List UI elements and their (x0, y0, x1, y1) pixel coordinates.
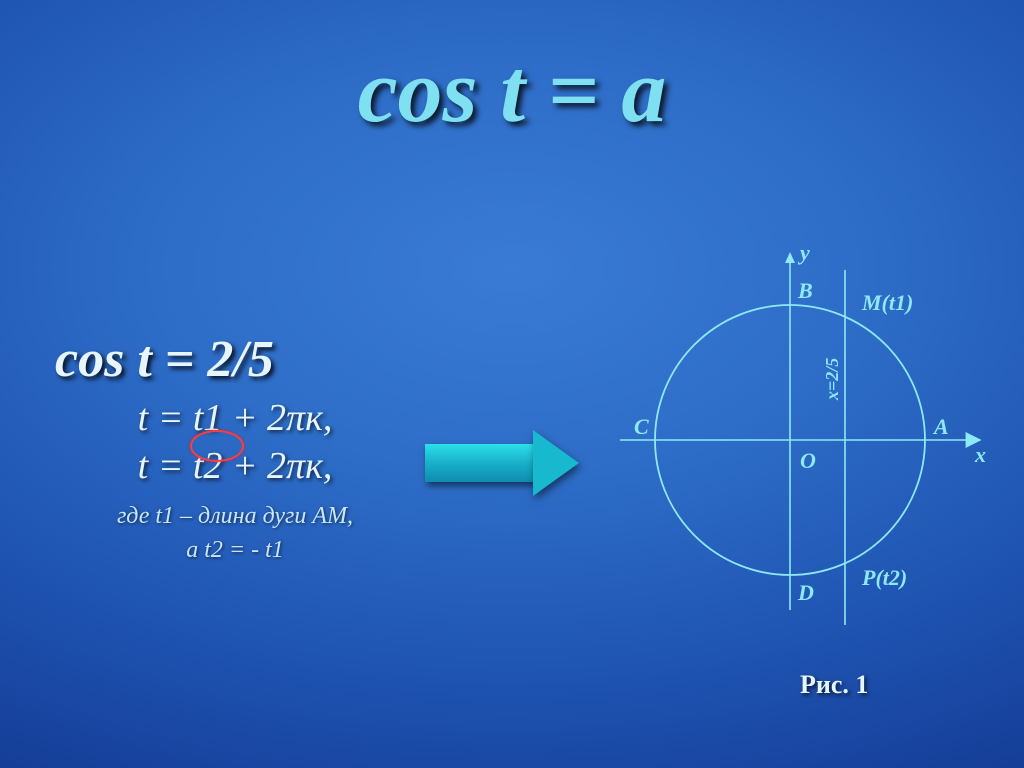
C-label: C (634, 414, 649, 439)
M-label: M(t1) (861, 290, 913, 315)
equation-note1: где t1 – длина дуги AM, (55, 500, 415, 532)
diagram-svg: x y A B C D O M(t1) P(t2) x=2/5 (600, 230, 1000, 660)
vline-label: x=2/5 (822, 358, 842, 401)
slide: cos t = a cos t = 2/5 t = t1 + 2πк, t = … (0, 0, 1024, 768)
equation-note2: a t2 = - t1 (55, 534, 415, 566)
arrow-head (533, 430, 579, 496)
A-label: A (932, 414, 949, 439)
O-label: O (800, 448, 816, 473)
equation-main: cos t = 2/5 (55, 330, 475, 389)
arrow-body (425, 444, 535, 482)
figure-caption: Рис. 1 (800, 670, 868, 700)
unit-circle-diagram: x y A B C D O M(t1) P(t2) x=2/5 Рис. 1 (600, 230, 1000, 710)
P-label: P(t2) (861, 565, 907, 590)
D-label: D (797, 580, 814, 605)
B-label: B (797, 278, 813, 303)
equation-block: cos t = 2/5 t = t1 + 2πк, t = t2 + 2πк, … (55, 330, 475, 567)
y-label: y (797, 240, 810, 265)
y-axis-arrow (785, 252, 795, 263)
arrow-icon (425, 430, 585, 496)
page-title: cos t = a (0, 40, 1024, 143)
x-label: x (974, 442, 986, 467)
red-circle-marker (190, 430, 244, 462)
